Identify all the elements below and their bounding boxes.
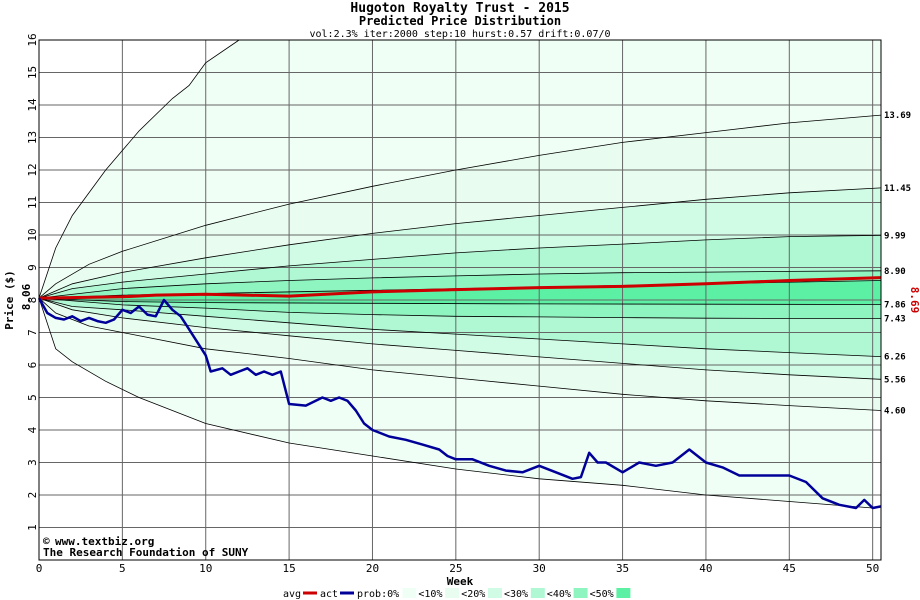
percentile-lines: [38, 39, 882, 509]
y-tick-label: 6: [26, 362, 39, 369]
legend-prob-label: <30%: [504, 589, 528, 600]
lower-line-20pct: [38, 297, 882, 380]
x-tick-label: 15: [282, 562, 295, 575]
right-percentile-labels: 13.69 11.45 9.99 8.90 7.86 7.43 6.26 5.56 4.60: [884, 111, 911, 416]
upper-line-20pct: [38, 187, 882, 299]
right-label: 11.45: [884, 184, 911, 194]
chart-subtitle: Predicted Price Distribution: [359, 14, 561, 28]
y-tick-label: 1: [26, 524, 39, 531]
right-label: 5.56: [884, 375, 906, 385]
credit-organization: The Research Foundation of SUNY: [43, 546, 249, 559]
x-axis-ticks: 0 5 10 15 20 25 30 35 40 45 50: [36, 562, 880, 575]
right-label: 9.99: [884, 231, 906, 241]
lower-line-50pct: [38, 297, 882, 305]
y-tick-label: 4: [26, 426, 39, 433]
legend-prob-swatch: [616, 588, 631, 598]
legend-prob-swatch: [530, 588, 545, 598]
x-tick-label: 20: [366, 562, 379, 575]
legend-prob-label: prob:0%: [357, 589, 399, 600]
legend-act-label: act: [320, 589, 338, 600]
x-tick-label: 0: [36, 562, 43, 575]
y-tick-label: 7: [26, 329, 39, 336]
legend-prob-label: <10%: [418, 589, 442, 600]
right-label: 6.26: [884, 353, 906, 363]
lower-line-10pct: [38, 297, 882, 411]
upper-line-30pct: [38, 234, 882, 299]
y-tick-label: 15: [26, 66, 39, 79]
right-label: 7.86: [884, 301, 906, 311]
lower-line-40pct: [38, 297, 881, 319]
legend-avg-label: avg: [283, 589, 301, 600]
upper-line-10pct: [38, 114, 882, 299]
y-axis-label: Price ($): [3, 270, 16, 330]
grid-lines: [38, 39, 881, 560]
y-tick-label: 13: [26, 131, 39, 144]
x-tick-label: 30: [533, 562, 546, 575]
lower-line-30pct: [38, 297, 882, 357]
y-tick-label: 8: [26, 297, 39, 304]
y-tick-label: 3: [26, 459, 39, 466]
plot-frame: [38, 39, 882, 561]
credit-website: www.textbiz.org: [55, 535, 154, 548]
x-tick-label: 40: [699, 562, 712, 575]
credit-copyright-icon: ©: [43, 535, 50, 548]
series-act: [37, 297, 882, 510]
x-axis-label: Week: [447, 575, 474, 588]
upper-line-0pct: [38, 39, 240, 299]
lower-line-0pct: [38, 297, 873, 509]
upper-line-40pct: [38, 270, 882, 299]
y-tick-label: 12: [26, 163, 39, 176]
y-tick-label: 16: [26, 33, 39, 46]
x-tick-label: 45: [783, 562, 796, 575]
legend-prob-swatch: [488, 588, 502, 598]
probability-bands: [39, 40, 881, 508]
series-avg: [38, 276, 882, 300]
y-tick-label: 14: [26, 98, 39, 112]
legend: avg act prob:0% <10% <20% <30% <40% <50%: [283, 588, 631, 600]
right-label: 8.90: [884, 267, 906, 277]
start-price-label: 8.06: [20, 283, 33, 310]
right-label: 13.69: [884, 111, 911, 121]
legend-prob-swatch: [573, 588, 588, 598]
y-tick-label: 9: [26, 264, 39, 271]
chart-title: Hugoton Royalty Trust - 2015: [350, 1, 569, 16]
y-tick-label: 2: [26, 492, 39, 499]
y-tick-label: 5: [26, 394, 39, 401]
chart-params: vol:2.3% iter:2000 step:10 hurst:0.57 dr…: [309, 29, 610, 40]
x-tick-label: 25: [449, 562, 462, 575]
legend-prob-swatch: [402, 588, 417, 598]
legend-prob-label: <50%: [590, 589, 614, 600]
y-tick-label: 10: [26, 228, 39, 241]
x-tick-label: 50: [866, 562, 879, 575]
credits: © www.textbiz.org The Research Foundatio…: [43, 535, 249, 559]
right-label: 7.43: [884, 315, 906, 325]
legend-prob-label: <20%: [461, 589, 485, 600]
series-lines: [37, 276, 882, 510]
right-label: 4.60: [884, 407, 906, 417]
legend-prob-label: <40%: [547, 589, 571, 600]
x-tick-label: 5: [119, 562, 126, 575]
y-tick-label: 11: [26, 196, 39, 209]
current-price-label: 8.69: [908, 287, 920, 314]
band-50pct: [39, 280, 881, 305]
x-tick-label: 35: [616, 562, 629, 575]
legend-prob-swatch: [445, 588, 460, 598]
x-tick-label: 10: [199, 562, 212, 575]
